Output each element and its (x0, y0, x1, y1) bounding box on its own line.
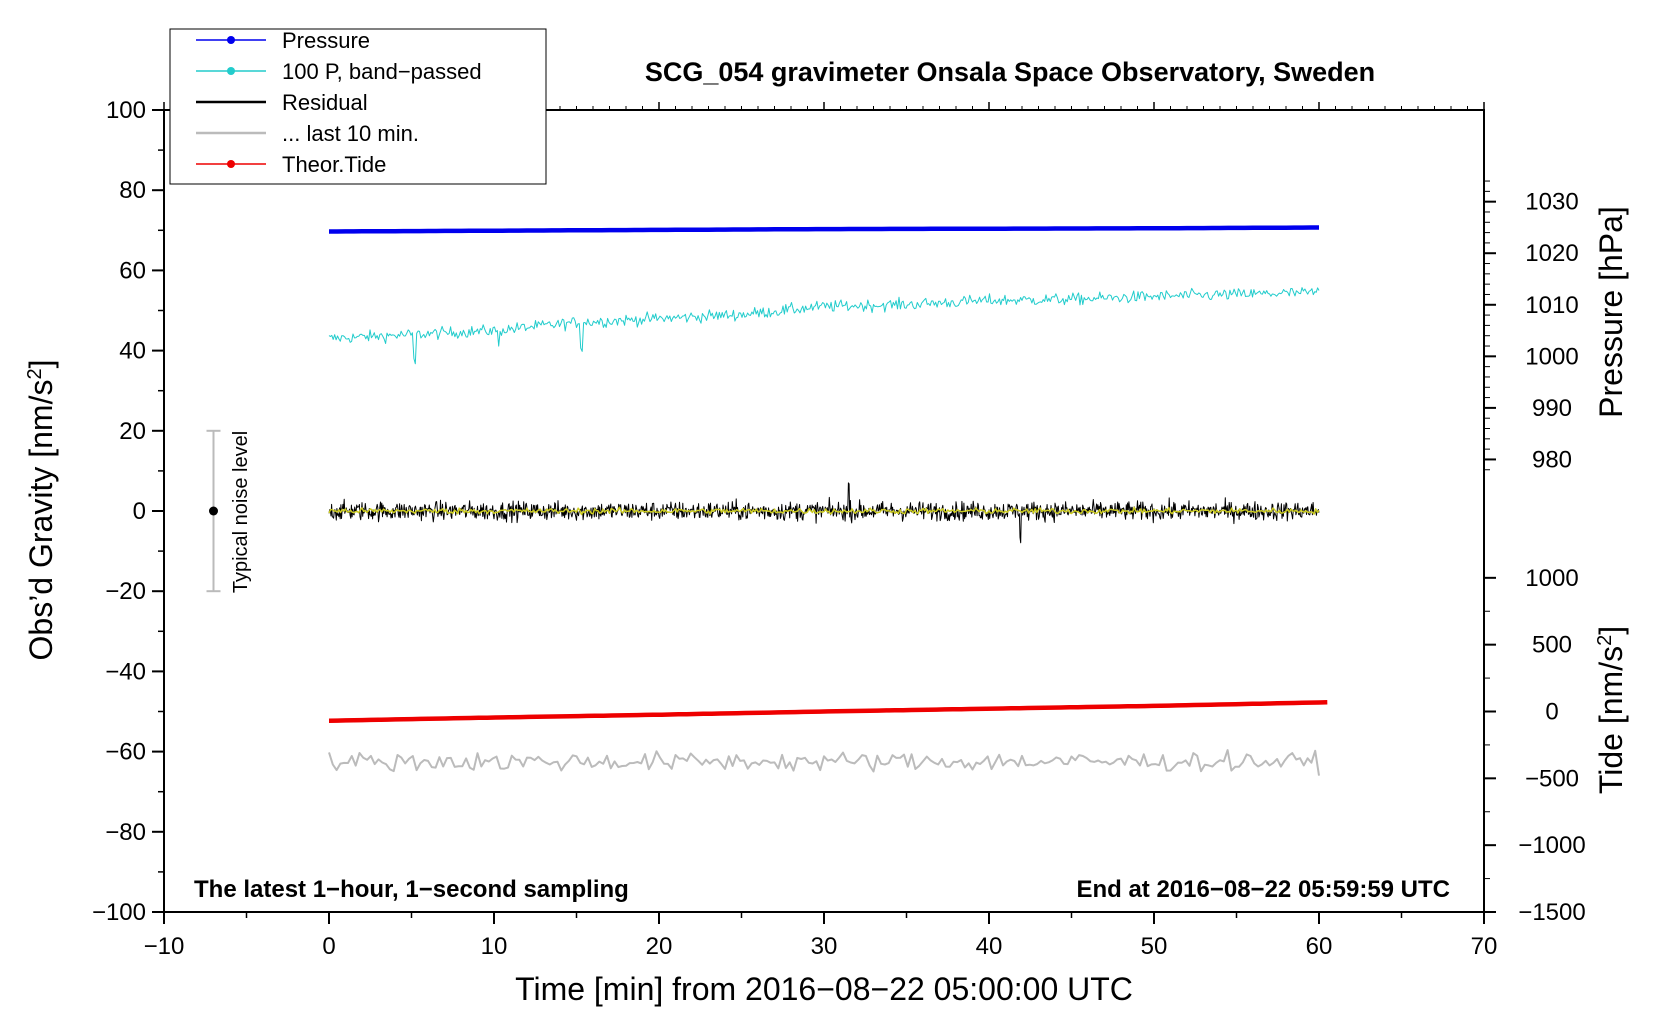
tide-tick-label: 0 (1545, 699, 1558, 726)
noise-indicator (206, 429, 221, 593)
pressure-tick-label: 1030 (1525, 189, 1578, 216)
tide-tick-label: −1000 (1518, 832, 1585, 859)
x-tick-label: 0 (322, 933, 335, 960)
y-axis-gravity: 100 80 60 40 20 0 −20 −40 −60 −80 −100 (92, 97, 164, 926)
legend-marker (227, 67, 235, 75)
legend-marker (227, 36, 235, 44)
y-axis-pressure-label: Pressure [hPa] (1593, 206, 1629, 418)
tide-tick-label: 1000 (1525, 565, 1578, 592)
y-tick-label: −60 (105, 739, 146, 766)
y-tick-label: −100 (92, 899, 146, 926)
pressure-tick-label: 990 (1532, 395, 1572, 422)
x-tick-label: 30 (811, 933, 838, 960)
noise-label: Typical noise level (230, 431, 252, 593)
legend-label: 100 P, band−passed (282, 59, 482, 84)
x-axis-label: Time [min] from 2016−08−22 05:00:00 UTC (515, 971, 1133, 1007)
y-tick-label: −80 (105, 819, 146, 846)
legend-label: ... last 10 min. (282, 121, 419, 146)
y-tick-label: −40 (105, 658, 146, 685)
y-tick-label: 0 (133, 498, 146, 525)
y-axis-gravity-label: Obs’d Gravity [nm/s2] (23, 360, 59, 661)
x-tick-label: 40 (976, 933, 1003, 960)
series-residual-smoothed (328, 506, 1320, 516)
y-tick-label: 100 (106, 97, 146, 124)
tide-tick-label: −1500 (1518, 899, 1585, 926)
legend-label: Theor.Tide (282, 152, 386, 177)
y-axis-tide-label: Tide [nm/s2] (1593, 626, 1629, 794)
x-tick-label: 60 (1306, 933, 1333, 960)
y-tick-label: 80 (119, 177, 146, 204)
x-tick-label: 20 (646, 933, 673, 960)
y-tick-label: 60 (119, 257, 146, 284)
y-tick-label: −20 (105, 578, 146, 605)
legend-box (169, 28, 547, 185)
series-layer (328, 225, 1328, 776)
y-axis-tide: 1000 500 0 −500 −1000 −1500 (1484, 565, 1586, 926)
legend-marker (227, 160, 235, 168)
x-tick-label: −10 (144, 933, 185, 960)
legend-label: Residual (282, 90, 368, 115)
note-end-time: End at 2016−08−22 05:59:59 UTC (1076, 876, 1450, 903)
pressure-tick-label: 1010 (1525, 292, 1578, 319)
tide-tick-label: 500 (1532, 632, 1572, 659)
pressure-tick-label: 1000 (1525, 343, 1578, 370)
x-tick-label: 70 (1471, 933, 1498, 960)
chart-title: SCG_054 gravimeter Onsala Space Observat… (645, 57, 1375, 87)
y-tick-label: 40 (119, 338, 146, 365)
series-band-passed-pressure (328, 287, 1320, 365)
series-last-10-min (328, 749, 1320, 776)
note-latest-hour: The latest 1−hour, 1−second sampling (194, 876, 629, 903)
noise-center-dot (209, 506, 218, 516)
series-theor-tide (328, 700, 1328, 723)
series-pressure (329, 225, 1319, 234)
pressure-tick-label: 980 (1532, 446, 1572, 473)
y-axis-pressure: 1030 1020 1010 1000 990 980 (1484, 180, 1579, 473)
legend-label: Pressure (282, 28, 370, 53)
y-tick-label: 20 (119, 418, 146, 445)
x-tick-label: 10 (481, 933, 508, 960)
tide-tick-label: −500 (1525, 765, 1579, 792)
pressure-tick-label: 1020 (1525, 240, 1578, 267)
legend: Pressure 100 P, band−passed Residual ... la… (169, 28, 547, 185)
x-tick-label: 50 (1141, 933, 1168, 960)
